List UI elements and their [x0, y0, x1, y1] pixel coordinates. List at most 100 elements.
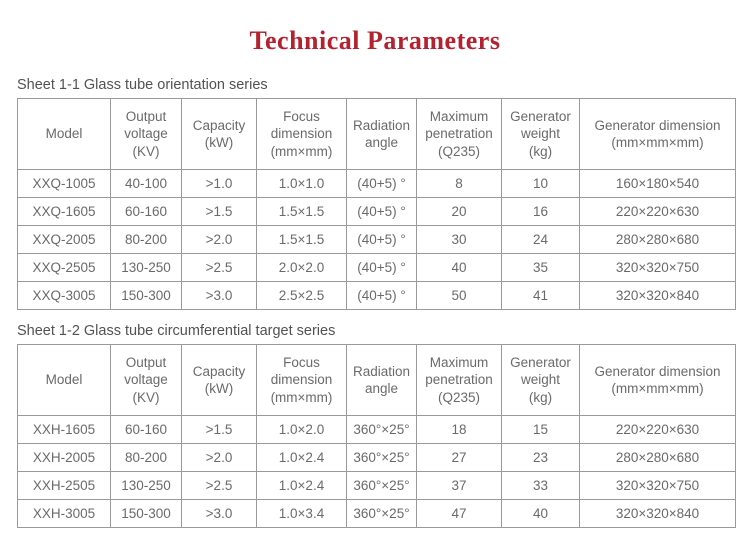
- table-cell: 16: [501, 197, 580, 226]
- table-cell: 80-200: [110, 443, 182, 472]
- table-cell: XXQ-3005: [17, 281, 111, 310]
- sheet-1-2-caption: Sheet 1-2 Glass tube circumferential tar…: [17, 323, 336, 339]
- table-cell: 35: [501, 253, 580, 282]
- table-cell: 360°×25°: [346, 499, 417, 528]
- table-cell: (40+5) °: [346, 225, 417, 254]
- column-header: Radiation angle: [346, 98, 417, 170]
- header-row: Model Output voltage (KV) Capacity (kW) Foc…: [17, 344, 736, 416]
- table-cell: 220×220×630: [579, 197, 736, 226]
- column-header: Generator dimension (mm×mm×mm): [579, 98, 736, 170]
- table-cell: 280×280×680: [579, 225, 736, 254]
- table-cell: >3.0: [181, 499, 257, 528]
- column-header: Maximum penetration (Q235): [416, 344, 502, 416]
- column-header: Maximum penetration (Q235): [416, 98, 502, 170]
- table-cell: 1.0×2.0: [256, 415, 347, 444]
- table-cell: (40+5) °: [346, 253, 417, 282]
- table-cell: 47: [416, 499, 502, 528]
- table-row: XXQ-2505 130-250 >2.5 2.0×2.0 (40+5) ° 40 35 32…: [17, 253, 736, 282]
- table-cell: 130-250: [110, 253, 182, 282]
- table-cell: 320×320×750: [579, 471, 736, 500]
- table-cell: 41: [501, 281, 580, 310]
- table-cell: 60-160: [110, 415, 182, 444]
- table-cell: >1.5: [181, 197, 257, 226]
- column-header: Generator dimension (mm×mm×mm): [579, 344, 736, 416]
- sheet-1-1-caption: Sheet 1-1 Glass tube orientation series: [17, 77, 268, 93]
- table-cell: 150-300: [110, 281, 182, 310]
- table-cell: 15: [501, 415, 580, 444]
- column-header: Generator weight (kg): [501, 344, 580, 416]
- table-cell: >2.0: [181, 225, 257, 254]
- table-cell: 360°×25°: [346, 443, 417, 472]
- table-cell: 160×180×540: [579, 169, 736, 198]
- table-row: XXQ-2005 80-200 >2.0 1.5×1.5 (40+5) ° 30 24 280…: [17, 225, 736, 254]
- table-cell: 60-160: [110, 197, 182, 226]
- table-cell: 1.0×3.4: [256, 499, 347, 528]
- header-row: Model Output voltage (KV) Capacity (kW) Foc…: [17, 98, 736, 170]
- glass-tube-circumferential-table: Model Output voltage (KV) Capacity (kW) Foc…: [17, 344, 736, 528]
- table-cell: XXQ-1005: [17, 169, 111, 198]
- table-cell: 360°×25°: [346, 415, 417, 444]
- table-cell: 27: [416, 443, 502, 472]
- column-header: Output voltage (KV): [110, 98, 182, 170]
- table-cell: 220×220×630: [579, 415, 736, 444]
- table-cell: >1.5: [181, 415, 257, 444]
- table-cell: 23: [501, 443, 580, 472]
- page-title: Technical Parameters: [249, 26, 501, 55]
- table-row: XXQ-1605 60-160 >1.5 1.5×1.5 (40+5) ° 20 16 220…: [17, 197, 736, 226]
- column-header: Model: [17, 344, 111, 416]
- column-header: Radiation angle: [346, 344, 417, 416]
- sheet-1-1-section: Sheet 1-1 Glass tube orientation series …: [0, 77, 750, 310]
- table-cell: >2.0: [181, 443, 257, 472]
- table-cell: 320×320×840: [579, 499, 736, 528]
- table-cell: (40+5) °: [346, 169, 417, 198]
- table-cell: XXH-1605: [17, 415, 111, 444]
- column-header: Focus dimension (mm×mm): [256, 98, 347, 170]
- table-cell: 40: [501, 499, 580, 528]
- table-cell: 80-200: [110, 225, 182, 254]
- table-cell: 1.5×1.5: [256, 197, 347, 226]
- table-cell: >2.5: [181, 471, 257, 500]
- column-header: Output voltage (KV): [110, 344, 182, 416]
- table-cell: 320×320×750: [579, 253, 736, 282]
- table-cell: XXH-3005: [17, 499, 111, 528]
- table-cell: 40-100: [110, 169, 182, 198]
- table-cell: 1.5×1.5: [256, 225, 347, 254]
- table-cell: XXQ-1605: [17, 197, 111, 226]
- column-header: Capacity (kW): [181, 98, 257, 170]
- column-header: Capacity (kW): [181, 344, 257, 416]
- table-cell: (40+5) °: [346, 197, 417, 226]
- table-cell: 1.0×2.4: [256, 443, 347, 472]
- column-header: Focus dimension (mm×mm): [256, 344, 347, 416]
- table-cell: 18: [416, 415, 502, 444]
- table-cell: >1.0: [181, 169, 257, 198]
- table-cell: 130-250: [110, 471, 182, 500]
- table-cell: 20: [416, 197, 502, 226]
- column-header: Generator weight (kg): [501, 98, 580, 170]
- table-cell: 37: [416, 471, 502, 500]
- table-cell: 24: [501, 225, 580, 254]
- table-cell: 1.0×2.4: [256, 471, 347, 500]
- table-cell: 2.0×2.0: [256, 253, 347, 282]
- table-cell: 10: [501, 169, 580, 198]
- table-cell: 2.5×2.5: [256, 281, 347, 310]
- table-cell: >3.0: [181, 281, 257, 310]
- table-cell: 1.0×1.0: [256, 169, 347, 198]
- column-header: Model: [17, 98, 111, 170]
- table-row: XXH-2505 130-250 >2.5 1.0×2.4 360°×25° 37 33 32…: [17, 471, 736, 500]
- table-cell: 33: [501, 471, 580, 500]
- sheet-1-2-section: Sheet 1-2 Glass tube circumferential tar…: [0, 323, 750, 528]
- table-cell: 150-300: [110, 499, 182, 528]
- table-cell: (40+5) °: [346, 281, 417, 310]
- table-row: XXQ-1005 40-100 >1.0 1.0×1.0 (40+5) ° 8 10 160×…: [17, 169, 736, 198]
- glass-tube-orientation-table: Model Output voltage (KV) Capacity (kW) Foc…: [17, 98, 736, 310]
- table-row: XXH-1605 60-160 >1.5 1.0×2.0 360°×25° 18 15 220…: [17, 415, 736, 444]
- table-row: XXQ-3005 150-300 >3.0 2.5×2.5 (40+5) ° 50 41 32…: [17, 281, 736, 310]
- table-cell: XXQ-2005: [17, 225, 111, 254]
- table-row: XXH-2005 80-200 >2.0 1.0×2.4 360°×25° 27 23 280…: [17, 443, 736, 472]
- table-cell: 40: [416, 253, 502, 282]
- table-cell: 320×320×840: [579, 281, 736, 310]
- table-cell: 8: [416, 169, 502, 198]
- table-row: XXH-3005 150-300 >3.0 1.0×3.4 360°×25° 47 40 32…: [17, 499, 736, 528]
- table-cell: 50: [416, 281, 502, 310]
